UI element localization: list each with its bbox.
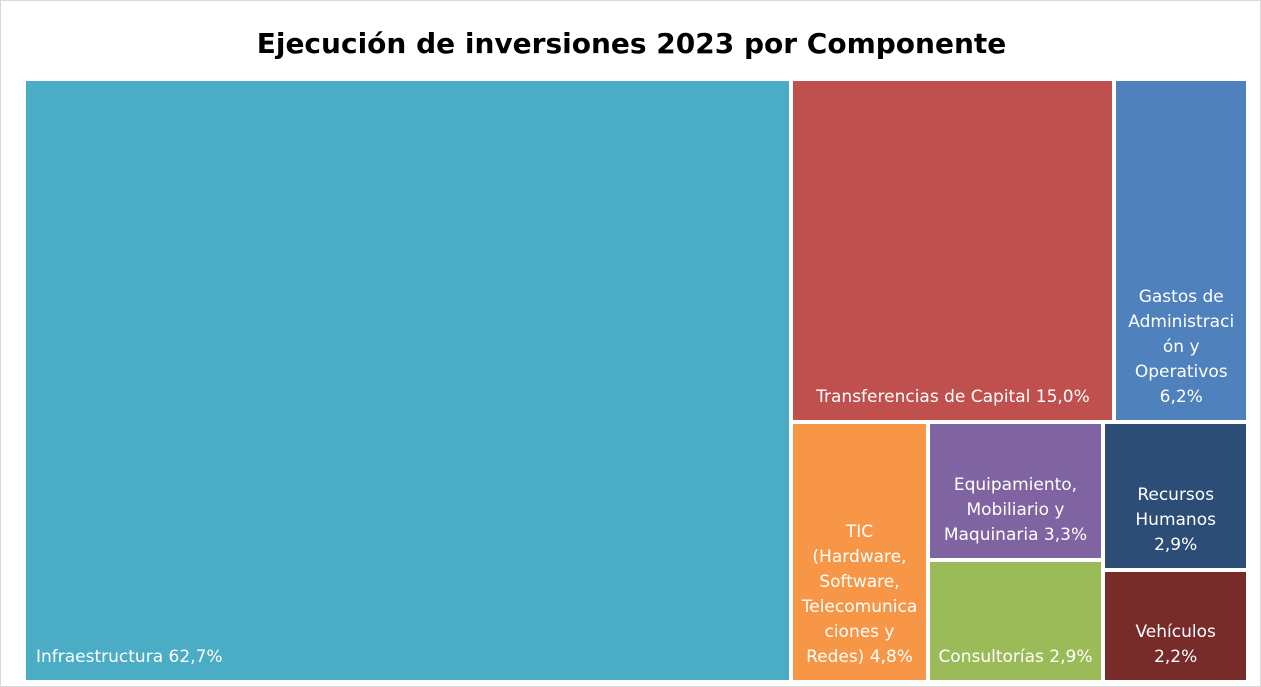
- category-label: Consultorías: [938, 646, 1044, 667]
- treemap-cell: Vehículos 2,2%: [1105, 571, 1246, 680]
- cell-label: Infraestructura 62,7%: [36, 645, 781, 670]
- category-label: Transferencias de Capital: [816, 386, 1031, 407]
- value-label: 2,9%: [1154, 534, 1198, 555]
- value-label: 2,2%: [1154, 646, 1198, 667]
- value-label: 15,0%: [1035, 386, 1090, 407]
- value-label: 2,9%: [1049, 646, 1093, 667]
- category-label: Vehículos: [1135, 621, 1216, 642]
- value-label: 3,3%: [1043, 525, 1088, 546]
- treemap-cell: Transferencias de Capital 15,0%: [793, 81, 1113, 420]
- treemap-cell: Consultorías 2,9%: [929, 562, 1102, 680]
- cell-label: Gastos de Administración y Operativos 6,…: [1124, 285, 1238, 410]
- cell-label: Recursos Humanos 2,9%: [1113, 483, 1238, 558]
- category-label: Recursos Humanos: [1135, 484, 1216, 530]
- treemap-cell: Recursos Humanos 2,9%: [1105, 423, 1246, 568]
- cell-label: TIC (Hardware, Software, Telecomunicacio…: [801, 520, 917, 670]
- value-label: 4,8%: [869, 646, 913, 667]
- cell-label: Transferencias de Capital 15,0%: [801, 385, 1104, 410]
- category-label: TIC (Hardware, Software, Telecomunicacio…: [801, 521, 918, 667]
- category-label: Gastos de Administración y Operativos: [1128, 286, 1235, 382]
- treemap-cell: Infraestructura 62,7%: [26, 81, 790, 680]
- category-label: Infraestructura: [36, 647, 164, 667]
- value-label: 6,2%: [1159, 386, 1203, 407]
- cell-label: Consultorías 2,9%: [938, 645, 1094, 670]
- treemap-cell: TIC (Hardware, Software, Telecomunicacio…: [793, 423, 926, 680]
- chart-title: Ejecución de inversiones 2023 por Compon…: [256, 27, 1007, 60]
- value-label: 62,7%: [168, 647, 223, 667]
- cell-label: Vehículos 2,2%: [1113, 620, 1238, 670]
- category-label: Equipamiento, Mobiliario y Maquinaria: [943, 475, 1078, 546]
- treemap-cell: Gastos de Administración y Operativos 6,…: [1116, 81, 1246, 420]
- treemap-cell: Equipamiento, Mobiliario y Maquinaria 3,…: [929, 423, 1102, 559]
- cell-label: Equipamiento, Mobiliario y Maquinaria 3,…: [938, 473, 1094, 548]
